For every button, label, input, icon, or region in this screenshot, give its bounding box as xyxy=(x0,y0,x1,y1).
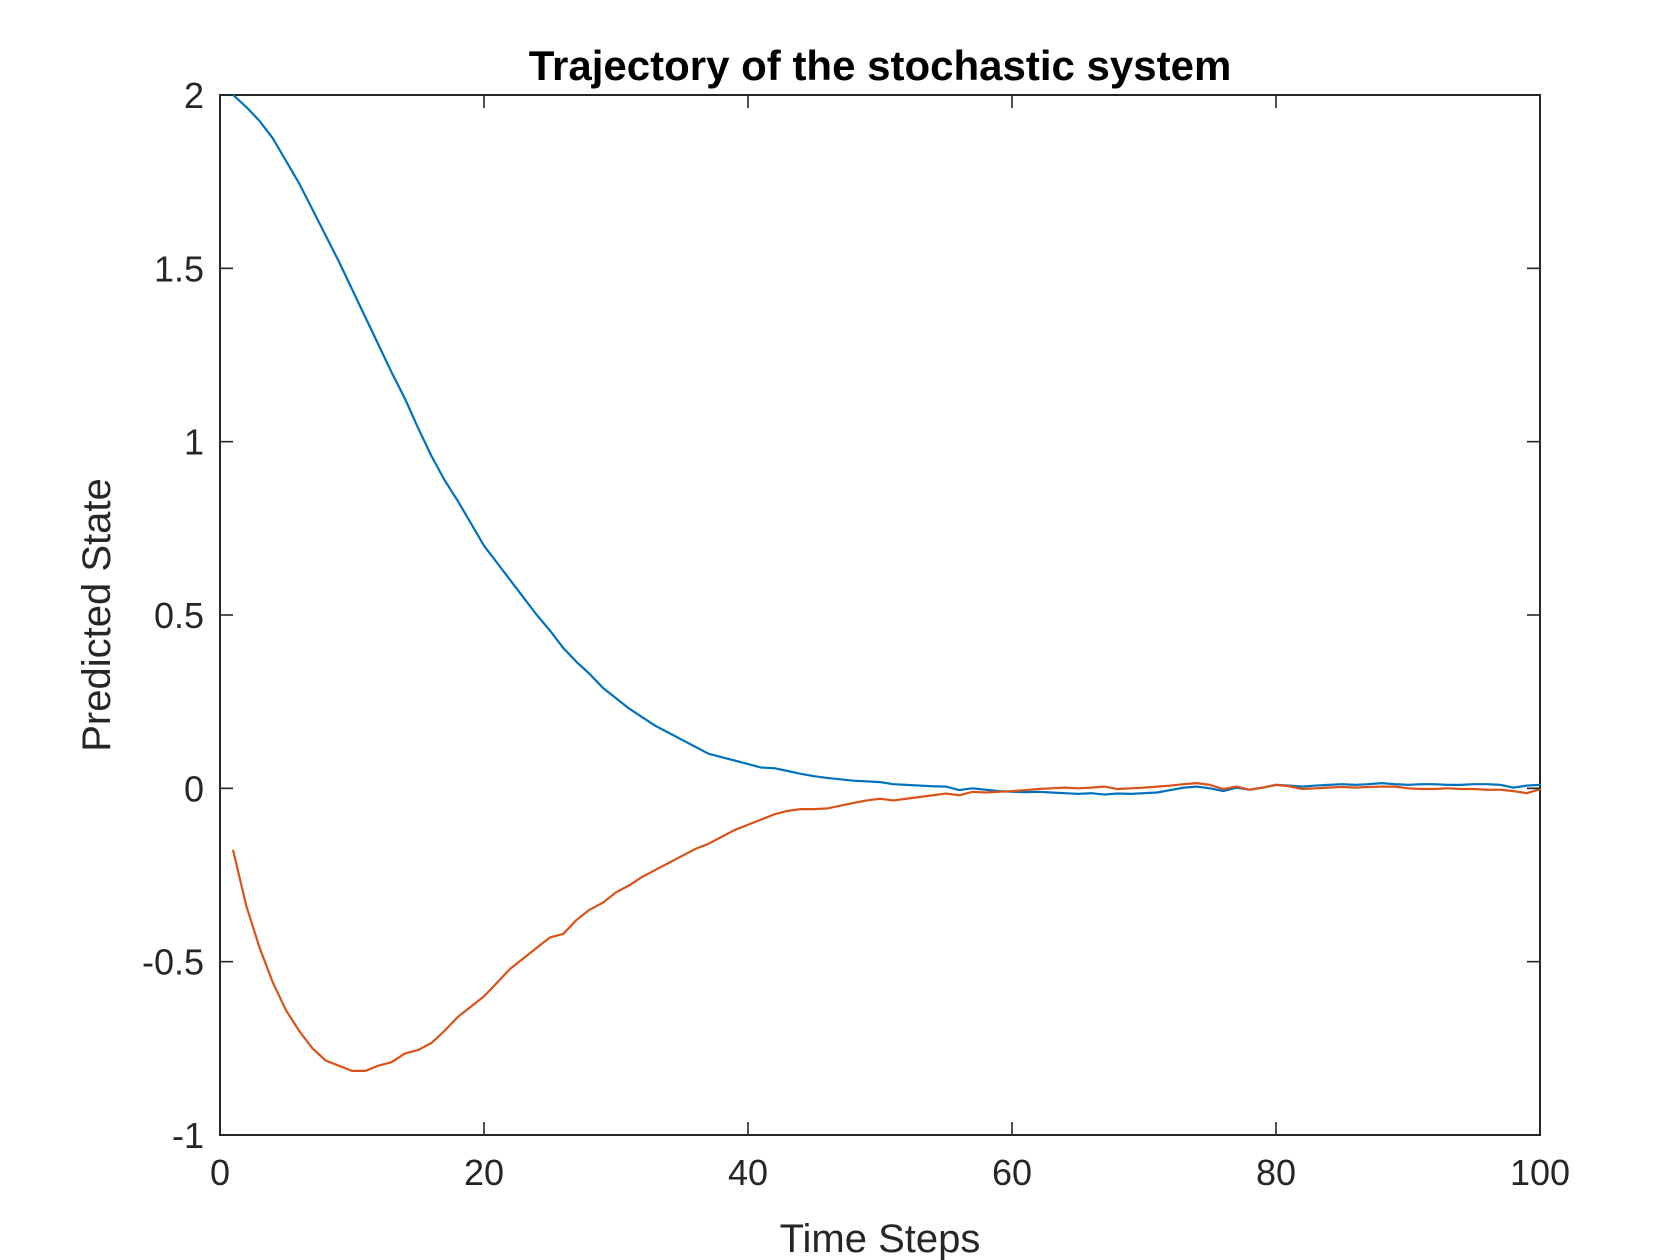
series-line-1 xyxy=(232,93,1542,796)
ticks-group: 0 20 40 60 80 100 -1 -0.5 0 0.5 1 1.5 2 xyxy=(142,75,1570,1193)
y-axis-label: Predicted State xyxy=(75,478,119,752)
y-tick-label: -1 xyxy=(172,1115,204,1156)
y-tick-label: 0.5 xyxy=(154,595,204,636)
y-tick-label: 1 xyxy=(184,422,204,463)
chart-title: Trajectory of the stochastic system xyxy=(529,42,1232,89)
y-tick-label: 0 xyxy=(184,768,204,809)
x-axis-label: Time Steps xyxy=(780,1217,981,1260)
x-tick-label: 60 xyxy=(992,1152,1032,1193)
plot-area: 0 20 40 60 80 100 -1 -0.5 0 0.5 1 1.5 2 xyxy=(142,75,1570,1193)
x-tick-label: 80 xyxy=(1256,1152,1296,1193)
x-tick-label: 40 xyxy=(728,1152,768,1193)
y-tick-label: 2 xyxy=(184,75,204,116)
x-tick-label: 0 xyxy=(210,1152,230,1193)
y-tick-label: 1.5 xyxy=(154,248,204,289)
y-tick-label: -0.5 xyxy=(142,942,204,983)
x-tick-label: 100 xyxy=(1510,1152,1570,1193)
series-line-2 xyxy=(232,782,1542,1072)
x-tick-label: 20 xyxy=(464,1152,504,1193)
axes-box xyxy=(219,94,1541,1136)
series-group xyxy=(232,93,1542,1072)
